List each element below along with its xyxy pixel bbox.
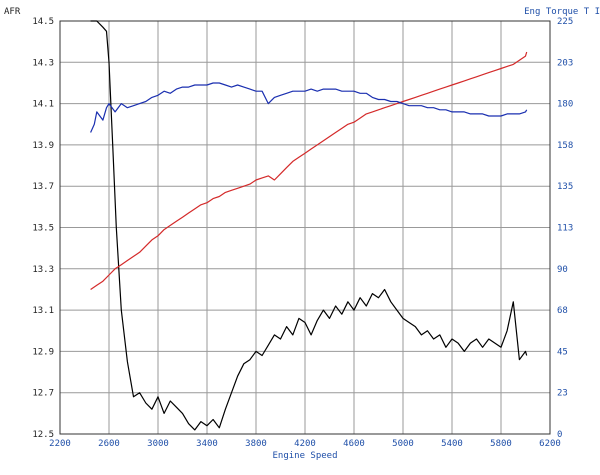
- x-tick-label: 5400: [441, 439, 463, 449]
- left-tick-label: 13.5: [32, 224, 54, 234]
- right-tick-label: 225: [557, 17, 573, 27]
- series-layer: [90, 20, 528, 431]
- red-afr-series: [90, 51, 528, 290]
- left-axis: 12.5 12.7 12.9 13.1 13.3 13.5 13.7 13.9 14.1 14.3…: [32, 17, 54, 440]
- plot-area: [59, 20, 551, 435]
- x-tick-label: 5000: [392, 439, 414, 449]
- x-tick-label: 6200: [539, 439, 561, 449]
- right-tick-label: 0: [557, 430, 562, 440]
- left-tick-label: 12.7: [32, 389, 54, 399]
- right-tick-label: 113: [557, 224, 573, 234]
- left-axis-title: AFR: [4, 7, 21, 17]
- right-tick-label: 90: [557, 265, 568, 275]
- right-tick-label: 23: [557, 389, 568, 399]
- x-tick-label: 2200: [49, 439, 71, 449]
- x-tick-label: 4200: [294, 439, 316, 449]
- right-tick-label: 45: [557, 347, 568, 357]
- right-axis-title: Eng Torque T I: [524, 7, 600, 17]
- right-tick-label: 68: [557, 306, 568, 316]
- right-axis: 0 23 45 68 90 113 135 158 180 203 225: [557, 17, 573, 440]
- x-axis-title: Engine Speed: [272, 451, 337, 461]
- left-tick-label: 13.3: [32, 265, 54, 275]
- x-tick-label: 3400: [196, 439, 218, 449]
- left-tick-label: 12.5: [32, 430, 54, 440]
- right-tick-label: 135: [557, 182, 573, 192]
- left-tick-label: 14.1: [32, 100, 54, 110]
- x-axis: 2200 2600 3000 3400 3800 4200 4600 5000 5400 5800…: [49, 439, 561, 449]
- left-tick-label: 13.9: [32, 141, 54, 151]
- right-tick-label: 180: [557, 100, 573, 110]
- grid: [60, 21, 550, 434]
- black-afr-series: [90, 20, 528, 431]
- x-tick-label: 5800: [490, 439, 512, 449]
- right-tick-label: 158: [557, 141, 573, 151]
- x-tick-label: 3800: [245, 439, 267, 449]
- blue-afr-series: [90, 82, 528, 133]
- left-tick-label: 12.9: [32, 347, 54, 357]
- left-tick-label: 14.5: [32, 17, 54, 27]
- x-tick-label: 3000: [147, 439, 169, 449]
- right-tick-label: 203: [557, 58, 573, 68]
- left-tick-label: 13.1: [32, 306, 54, 316]
- x-tick-label: 2600: [98, 439, 120, 449]
- left-tick-label: 13.7: [32, 182, 54, 192]
- left-tick-label: 14.3: [32, 58, 54, 68]
- x-tick-label: 4600: [343, 439, 365, 449]
